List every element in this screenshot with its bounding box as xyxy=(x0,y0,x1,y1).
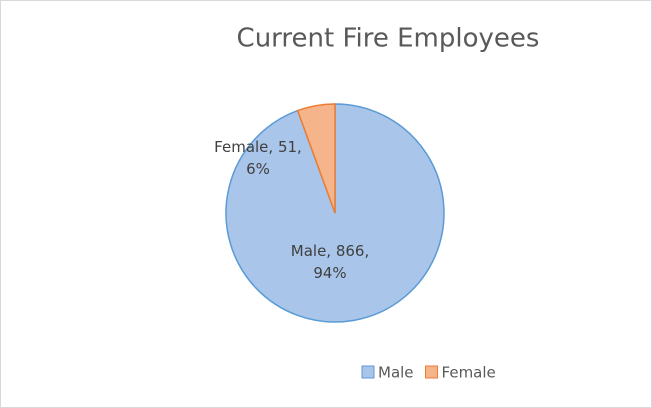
legend-swatch xyxy=(361,365,375,379)
legend-label: Male xyxy=(378,364,414,382)
chart-title: Current Fire Employees xyxy=(237,24,540,54)
legend-swatch xyxy=(425,365,439,379)
legend-label: Female xyxy=(442,364,496,382)
data-label: Male, 866, 94% xyxy=(290,242,370,282)
pie-slice xyxy=(296,103,336,214)
data-label: Female, 51, 6% xyxy=(214,138,302,178)
